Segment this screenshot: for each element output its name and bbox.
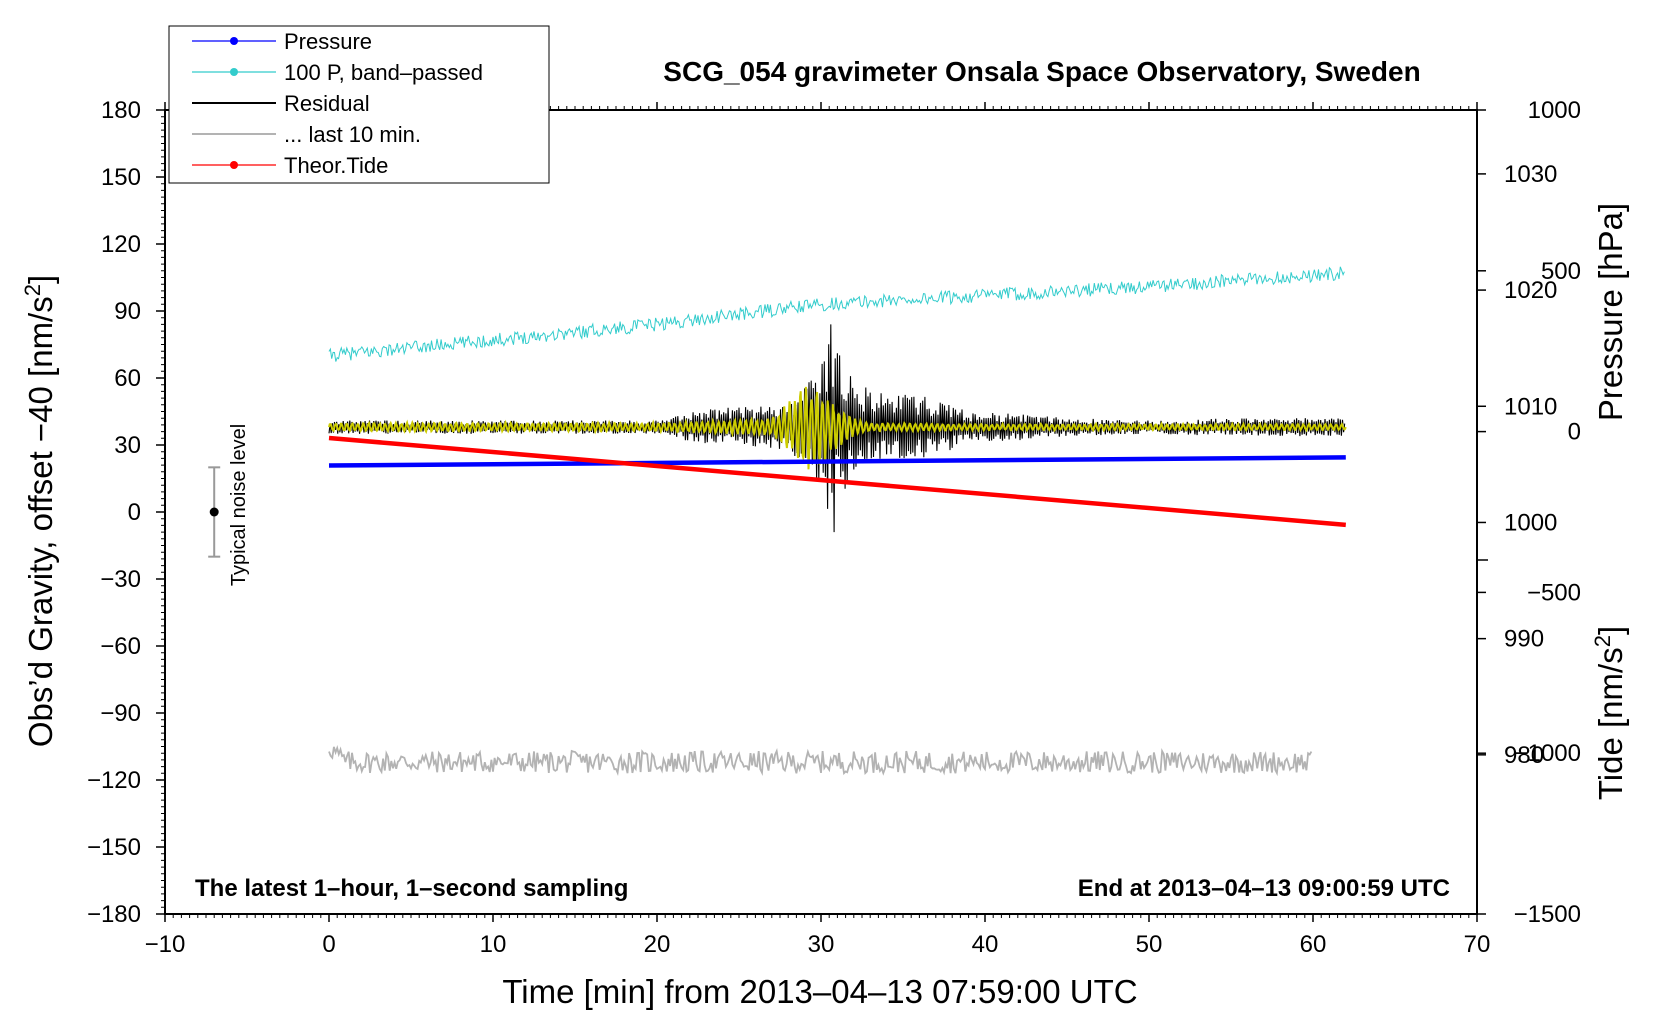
series-pressure xyxy=(328,455,1346,468)
x-tick-label: 40 xyxy=(972,931,999,958)
y-axis-tide-title: Tide [nm/s2] xyxy=(1590,626,1629,800)
y-tick-label: 150 xyxy=(101,164,141,191)
plot-frame xyxy=(164,109,1478,915)
annotation-right: End at 2013–04–13 09:00:59 UTC xyxy=(1078,875,1450,902)
x-tick-label: 10 xyxy=(480,931,507,958)
y-tick-label: 180 xyxy=(101,97,141,124)
x-tick-label: 60 xyxy=(1300,931,1327,958)
minor-tick-marks xyxy=(161,106,1478,918)
legend-marker xyxy=(230,37,238,45)
y-tick-label: 120 xyxy=(101,231,141,258)
y-axis-pressure: 1030 1020 1010 1000 990 980 xyxy=(1477,161,1557,769)
y-tick-label: 60 xyxy=(114,365,141,392)
y-tick-label: 90 xyxy=(114,298,141,325)
tide-tick-label: 500 xyxy=(1541,258,1581,285)
x-tick-label: 30 xyxy=(808,931,835,958)
y-tick-label: 30 xyxy=(114,432,141,459)
legend-label: Pressure xyxy=(284,29,372,54)
tide-tick-label: −500 xyxy=(1527,579,1581,606)
x-tick-label: 70 xyxy=(1464,931,1491,958)
y-tick-label: −180 xyxy=(87,901,141,928)
series-layer xyxy=(328,266,1347,777)
noise-bar: Typical noise level xyxy=(208,424,250,586)
y-tick-label: −150 xyxy=(87,834,141,861)
y-tick-label: −120 xyxy=(87,767,141,794)
legend-label: Residual xyxy=(284,91,370,116)
annotation-left: The latest 1–hour, 1–second sampling xyxy=(195,875,628,902)
series-last-10-min xyxy=(328,744,1313,777)
legend-marker xyxy=(230,161,238,169)
series-theor-tide xyxy=(328,435,1346,528)
x-tick-label: 20 xyxy=(644,931,671,958)
noise-bar-dot xyxy=(209,507,219,517)
series-100p-band-passed xyxy=(328,266,1345,362)
series-residual-lowpass xyxy=(328,386,1347,470)
legend-label: 100 P, band–passed xyxy=(284,60,483,85)
pressure-tick-label: 1020 xyxy=(1504,277,1557,304)
legend-box xyxy=(168,25,550,184)
tide-tick-label: −1500 xyxy=(1514,901,1581,928)
x-tick-label: 0 xyxy=(322,931,335,958)
legend: Pressure 100 P, band–passed Residual ... la… xyxy=(168,25,550,184)
y-axis-left-title-sup: 2 xyxy=(20,284,45,296)
y-axis-left: 180 150 120 90 60 30 0 −30 −60 −90 −120 −150 −180 xyxy=(87,97,165,928)
minor-ticks xyxy=(161,106,1478,918)
y-tick-label: 0 xyxy=(128,499,141,526)
pressure-tick-label: 1010 xyxy=(1504,393,1557,420)
legend-label: ... last 10 min. xyxy=(284,122,421,147)
x-tick-label: 50 xyxy=(1136,931,1163,958)
tide-tick-label: −1000 xyxy=(1514,740,1581,767)
x-axis: −10 0 10 20 30 40 50 60 70 xyxy=(145,102,1491,958)
y-axis-left-title: Obs’d Gravity, offset −40 [nm/s2] xyxy=(20,275,59,747)
x-axis-title: Time [min] from 2013–04–13 07:59:00 UTC xyxy=(502,973,1137,1010)
legend-label: Theor.Tide xyxy=(284,153,388,178)
y-tick-label: −60 xyxy=(100,633,141,660)
pressure-tick-label: 1000 xyxy=(1504,509,1557,536)
noise-bar-label: Typical noise level xyxy=(228,424,250,586)
y-axis-left-title-main: Obs’d Gravity, offset −40 [nm/s xyxy=(22,296,59,747)
y-axis-tide-title-main: Tide [nm/s xyxy=(1592,647,1629,800)
chart-title: SCG_054 gravimeter Onsala Space Observat… xyxy=(663,56,1420,87)
pressure-tick-label: 990 xyxy=(1504,626,1544,653)
y-tick-label: −90 xyxy=(100,700,141,727)
y-axis-tide: 1000 500 0 −500 −1000 −1500 xyxy=(1477,97,1581,928)
y-axis-pressure-title: Pressure [hPa] xyxy=(1592,203,1629,421)
tide-tick-label: 1000 xyxy=(1528,97,1581,124)
tide-tick-label: 0 xyxy=(1568,419,1581,446)
legend-marker xyxy=(230,68,238,76)
y-axis-left-title-end: ] xyxy=(22,275,59,284)
y-axis-tide-title-sup: 2 xyxy=(1590,635,1615,647)
x-tick-label: −10 xyxy=(145,931,186,958)
y-axis-tide-title-end: ] xyxy=(1592,626,1629,635)
pressure-tick-label: 1030 xyxy=(1504,161,1557,188)
y-tick-label: −30 xyxy=(100,566,141,593)
pressure-tick-label: 980 xyxy=(1504,742,1544,769)
